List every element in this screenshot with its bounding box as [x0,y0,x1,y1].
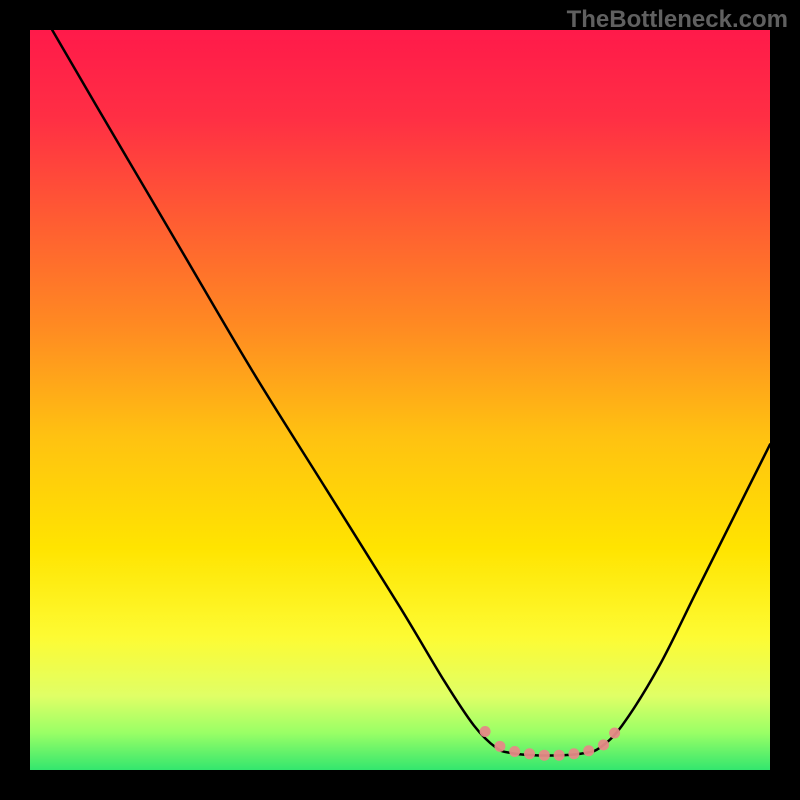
optimal-marker [539,750,550,761]
gradient-background [30,30,770,770]
optimal-marker [554,750,565,761]
optimal-marker [598,739,609,750]
watermark-text: TheBottleneck.com [567,6,788,34]
optimal-marker [494,741,505,752]
chart-frame: TheBottleneck.com [0,0,800,800]
optimal-marker [583,745,594,756]
optimal-marker [568,748,579,759]
optimal-marker [480,726,491,737]
optimal-marker [509,746,520,757]
optimal-marker [524,748,535,759]
optimal-marker [609,728,620,739]
plot-svg [30,30,770,770]
